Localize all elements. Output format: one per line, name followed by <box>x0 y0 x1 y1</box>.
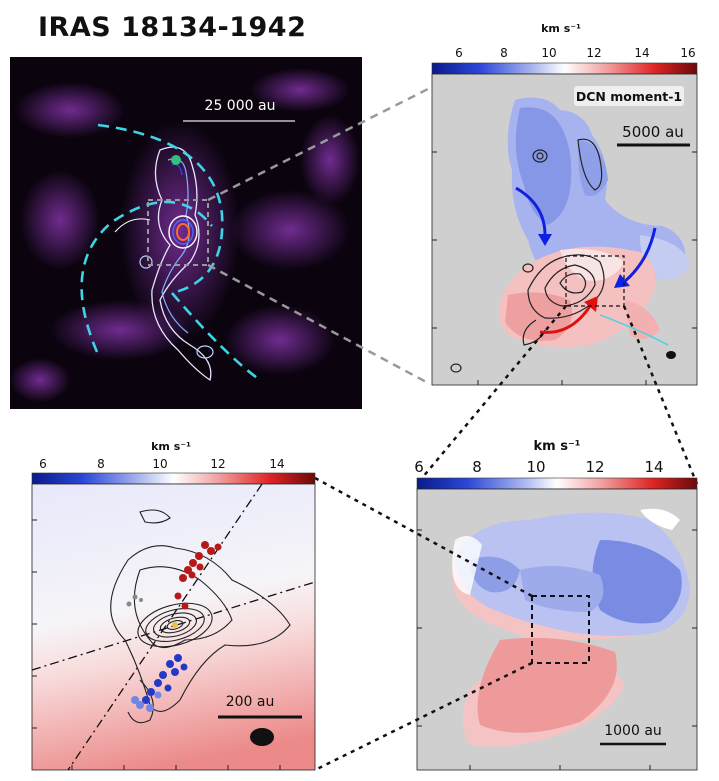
spiral-arc-north <box>97 123 224 295</box>
overview-zoom-box <box>147 199 209 266</box>
emission-contours <box>114 146 214 382</box>
moment1-contours <box>450 138 605 373</box>
moment1-zoom-box <box>565 255 625 307</box>
zoom-large-scalebar-label: 1000 au <box>604 723 662 739</box>
light-blue-maser-spots <box>131 691 162 712</box>
spiral-arc-west <box>80 200 214 353</box>
svg-text:14: 14 <box>644 458 663 476</box>
moment1-panel: km s⁻¹ 6 8 10 12 14 16 <box>431 22 698 386</box>
moment1-ticks <box>432 151 697 385</box>
overview-scalebar-label: 25 000 au <box>205 98 276 114</box>
zoom-small-cbar-ticks: 6 8 10 12 14 <box>39 457 284 471</box>
blue-arrow-north <box>515 186 547 236</box>
zoom-large-cbar-label: km s⁻¹ <box>533 439 580 454</box>
svg-text:10: 10 <box>526 458 545 476</box>
red-arrow <box>539 302 594 334</box>
blue-arrow-east <box>623 227 657 284</box>
zoom-small-colorbar <box>31 472 316 485</box>
svg-text:6: 6 <box>455 46 463 60</box>
moment1-cbar-ticks: 6 8 10 12 14 16 <box>455 46 695 60</box>
svg-text:8: 8 <box>472 458 482 476</box>
gray-maser-spots <box>126 594 143 607</box>
connector-lower-small <box>314 661 533 772</box>
svg-text:16: 16 <box>680 46 695 60</box>
zoom-small-scalebar-label: 200 au <box>226 694 275 710</box>
svg-text:8: 8 <box>97 457 105 471</box>
zoom-small-panel: km s⁻¹ 6 8 10 12 14 <box>31 440 316 771</box>
zoom-large-colorbar <box>416 477 698 490</box>
zoom-small-cbar-label: km s⁻¹ <box>151 440 191 453</box>
svg-text:8: 8 <box>500 46 508 60</box>
moment1-colorbar <box>431 62 698 75</box>
zoom-large-ticks <box>417 529 697 770</box>
red-maser-spots <box>174 541 222 610</box>
svg-text:14: 14 <box>634 46 649 60</box>
overview-panel: 25 000 au <box>10 57 362 409</box>
figure-title: IRAS 18134-1942 <box>38 12 307 43</box>
zoom-large-cbar-ticks: 6 8 10 12 14 <box>414 458 663 476</box>
zoom-large-panel: km s⁻¹ 6 8 10 12 14 1000 au <box>414 439 698 771</box>
moment1-label-box <box>574 86 684 106</box>
zoom-small-beam <box>250 728 274 746</box>
central-source <box>172 622 178 628</box>
svg-text:12: 12 <box>586 46 601 60</box>
svg-text:14: 14 <box>269 457 284 471</box>
moment1-velocity-field <box>498 97 690 348</box>
zoom-large-velocity-field <box>452 508 690 747</box>
svg-text:6: 6 <box>39 457 47 471</box>
svg-text:12: 12 <box>210 457 225 471</box>
svg-text:10: 10 <box>152 457 167 471</box>
svg-text:12: 12 <box>585 458 604 476</box>
moment1-label: DCN moment-1 <box>576 89 682 104</box>
zoom-large-zoom-box <box>531 595 590 664</box>
svg-text:6: 6 <box>414 458 424 476</box>
zoom-small-ticks <box>32 519 281 770</box>
svg-text:10: 10 <box>541 46 556 60</box>
moment1-beam <box>666 351 676 359</box>
moment1-cyan-path <box>599 314 669 346</box>
moment1-cbar-label: km s⁻¹ <box>541 22 581 35</box>
connector-left-zoom <box>416 305 567 485</box>
spiral-arc-south <box>171 292 261 382</box>
blue-maser-spots <box>142 654 188 704</box>
moment1-scalebar-label: 5000 au <box>622 123 684 141</box>
zoom-small-axis-1 <box>67 483 263 771</box>
